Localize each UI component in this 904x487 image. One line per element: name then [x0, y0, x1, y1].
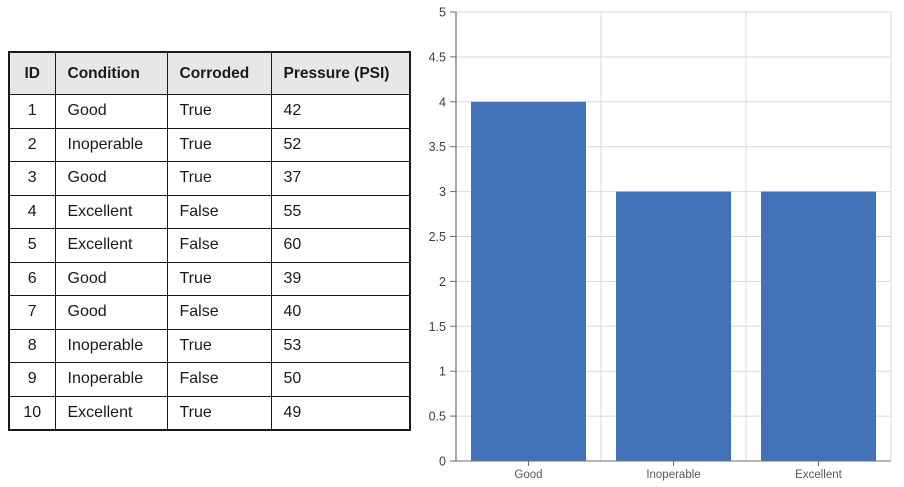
table-cell: 39 — [270, 261, 411, 296]
table-cell: 8 — [8, 328, 56, 363]
table-cell: 37 — [270, 161, 411, 196]
table-cell: 4 — [8, 194, 56, 229]
table-cell: 7 — [8, 295, 56, 330]
y-tick-label: 5 — [439, 6, 446, 20]
table-header-row: ID Condition Corroded Pressure (PSI) — [8, 51, 411, 95]
table-cell: Inoperable — [54, 362, 168, 397]
y-tick-label: 4.5 — [429, 50, 446, 64]
table-cell: 50 — [270, 362, 411, 397]
table-cell: False — [166, 295, 272, 330]
y-tick-label: 2.5 — [429, 230, 446, 244]
table-cell: True — [166, 395, 272, 431]
bar-chart: 0 0.5 1 1.5 2 2.5 3 3.5 4 4.5 5 Good Inoperable Excel… — [429, 6, 892, 481]
table-row: 8 Inoperable True 53 — [8, 328, 411, 363]
table-cell: Excellent — [54, 228, 168, 263]
table-row: 1 Good True 42 — [8, 94, 411, 129]
table-cell: 10 — [8, 395, 56, 431]
table-cell: 52 — [270, 127, 411, 162]
table-row: 4 Excellent False 55 — [8, 194, 411, 229]
table-cell: Good — [54, 94, 168, 129]
y-tick-label: 0 — [439, 455, 446, 469]
table-cell: Good — [54, 261, 168, 296]
table-cell: 53 — [270, 328, 411, 363]
column-header-corroded: Corroded — [166, 51, 272, 95]
table-cell: Excellent — [54, 395, 168, 431]
table-cell: Inoperable — [54, 328, 168, 363]
y-tick-label: 2 — [439, 275, 446, 289]
table-row: 10 Excellent True 49 — [8, 395, 411, 431]
table-cell: 55 — [270, 194, 411, 229]
y-tick-label: 3 — [439, 185, 446, 199]
table-row: 7 Good False 40 — [8, 295, 411, 330]
table-cell: 40 — [270, 295, 411, 330]
y-tick-label: 1.5 — [429, 320, 446, 334]
table-cell: 5 — [8, 228, 56, 263]
table-cell: 49 — [270, 395, 411, 431]
table-cell: 9 — [8, 362, 56, 397]
table-cell: 3 — [8, 161, 56, 196]
table-cell: False — [166, 194, 272, 229]
x-category-label: Inoperable — [646, 469, 700, 481]
column-header-condition: Condition — [54, 51, 168, 95]
table-row: 6 Good True 39 — [8, 261, 411, 296]
x-category-label: Excellent — [795, 469, 842, 481]
y-tick-label: 0.5 — [429, 410, 446, 424]
table-header: ID Condition Corroded Pressure (PSI) — [8, 51, 411, 95]
column-header-id: ID — [8, 51, 56, 95]
column-header-pressure-psi: Pressure (PSI) — [270, 51, 411, 95]
table-cell: 6 — [8, 261, 56, 296]
table-row: 5 Excellent False 60 — [8, 228, 411, 263]
x-category-label: Good — [514, 469, 542, 481]
table-cell: Excellent — [54, 194, 168, 229]
bar-excellent — [761, 191, 876, 461]
table-cell: Inoperable — [54, 127, 168, 162]
y-tick-label: 1 — [439, 365, 446, 379]
y-tick-label: 4 — [439, 95, 446, 109]
bar-inoperable — [616, 191, 731, 461]
table-cell: Good — [54, 295, 168, 330]
table-cell: True — [166, 261, 272, 296]
table-row: 2 Inoperable True 52 — [8, 127, 411, 162]
table-cell: 42 — [270, 94, 411, 129]
table-cell: True — [166, 94, 272, 129]
table-cell: 1 — [8, 94, 56, 129]
table-cell: 2 — [8, 127, 56, 162]
table-cell: Good — [54, 161, 168, 196]
table-cell: True — [166, 127, 272, 162]
table-cell: False — [166, 362, 272, 397]
bar-good — [471, 101, 586, 462]
table-row: 3 Good True 37 — [8, 161, 411, 196]
table-cell: True — [166, 328, 272, 363]
table-cell: 60 — [270, 228, 411, 263]
table-cell: False — [166, 228, 272, 263]
table-row: 9 Inoperable False 50 — [8, 362, 411, 397]
y-tick-label: 3.5 — [429, 140, 446, 154]
pipe-data-table: ID Condition Corroded Pressure (PSI) 1 Good T… — [8, 51, 411, 431]
table-cell: True — [166, 161, 272, 196]
